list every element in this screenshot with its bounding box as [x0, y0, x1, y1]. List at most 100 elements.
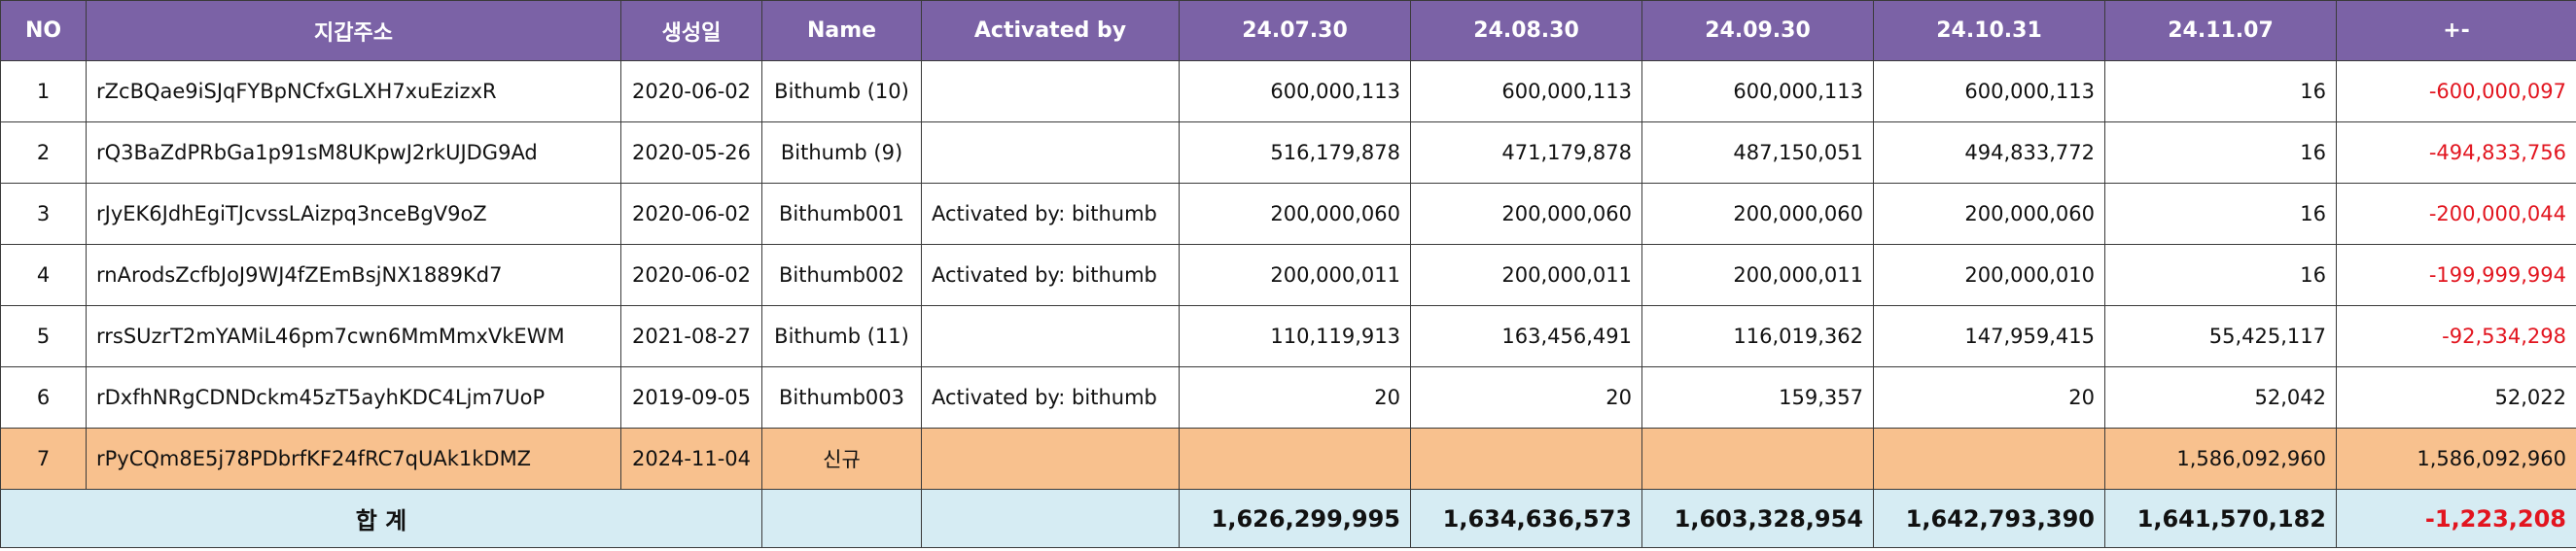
totals-row: 합 계 1,626,299,995 1,634,636,573 1,603,32… — [0, 489, 2576, 548]
total-1031: 1,642,793,390 — [1873, 489, 2105, 548]
cell-0930: 487,150,051 — [1641, 121, 1874, 184]
cell-created: 2020-06-02 — [620, 183, 762, 245]
col-header-no: NO — [0, 0, 87, 61]
cell-activated-by — [921, 305, 1180, 367]
table-row: 4 rnArodsZcfbJoJ9WJ4fZEmBsjNX1889Kd7 202… — [0, 244, 2576, 306]
cell-address: rDxfhNRgCDNDckm45zT5ayhKDC4Ljm7UoP — [86, 366, 621, 429]
col-header-created: 생성일 — [620, 0, 762, 61]
cell-1031: 600,000,113 — [1873, 60, 2105, 122]
cell-0830: 600,000,113 — [1410, 60, 1642, 122]
cell-1107: 16 — [2104, 244, 2337, 306]
cell-name: Bithumb003 — [761, 366, 922, 429]
table-row: 3 rJyEK6JdhEgiTJcvssLAizpq3nceBgV9oZ 202… — [0, 183, 2576, 245]
cell-1031 — [1873, 428, 2105, 490]
cell-0730: 200,000,011 — [1179, 244, 1411, 306]
cell-name: Bithumb (10) — [761, 60, 922, 122]
cell-0730: 20 — [1179, 366, 1411, 429]
cell-1031: 200,000,010 — [1873, 244, 2105, 306]
total-0930: 1,603,328,954 — [1641, 489, 1874, 548]
cell-address: rZcBQae9iSJqFYBpNCfxGLXH7xuEzizxR — [86, 60, 621, 122]
cell-activated-by — [921, 60, 1180, 122]
cell-address: rPyCQm8E5j78PDbrfKF24fRC7qUAk1kDMZ — [86, 428, 621, 490]
cell-name: Bithumb (11) — [761, 305, 922, 367]
cell-no: 7 — [0, 428, 87, 490]
cell-created: 2020-06-02 — [620, 244, 762, 306]
cell-diff: -200,000,044 — [2336, 183, 2576, 245]
cell-diff: -600,000,097 — [2336, 60, 2576, 122]
cell-0730 — [1179, 428, 1411, 490]
cell-1107: 55,425,117 — [2104, 305, 2337, 367]
cell-no: 5 — [0, 305, 87, 367]
cell-activated-by — [921, 428, 1180, 490]
cell-diff: -92,534,298 — [2336, 305, 2576, 367]
totals-empty-activated — [921, 489, 1180, 548]
totals-empty-name — [761, 489, 922, 548]
cell-no: 1 — [0, 60, 87, 122]
cell-address: rnArodsZcfbJoJ9WJ4fZEmBsjNX1889Kd7 — [86, 244, 621, 306]
col-header-0730: 24.07.30 — [1179, 0, 1411, 61]
cell-0830: 200,000,011 — [1410, 244, 1642, 306]
cell-0930: 200,000,060 — [1641, 183, 1874, 245]
cell-activated-by: Activated by: bithumb — [921, 244, 1180, 306]
cell-0930: 116,019,362 — [1641, 305, 1874, 367]
col-header-diff: +- — [2336, 0, 2576, 61]
cell-0730: 110,119,913 — [1179, 305, 1411, 367]
cell-1107: 1,586,092,960 — [2104, 428, 2337, 490]
cell-0930: 159,357 — [1641, 366, 1874, 429]
cell-1107: 16 — [2104, 60, 2337, 122]
cell-1107: 52,042 — [2104, 366, 2337, 429]
cell-0830 — [1410, 428, 1642, 490]
cell-created: 2020-06-02 — [620, 60, 762, 122]
col-header-activated-by: Activated by — [921, 0, 1180, 61]
cell-0830: 163,456,491 — [1410, 305, 1642, 367]
table-row-new: 7 rPyCQm8E5j78PDbrfKF24fRC7qUAk1kDMZ 202… — [0, 428, 2576, 490]
col-header-0930: 24.09.30 — [1641, 0, 1874, 61]
cell-no: 6 — [0, 366, 87, 429]
cell-name: Bithumb001 — [761, 183, 922, 245]
table-row: 1 rZcBQae9iSJqFYBpNCfxGLXH7xuEzizxR 2020… — [0, 60, 2576, 122]
cell-diff: -199,999,994 — [2336, 244, 2576, 306]
cell-0930: 600,000,113 — [1641, 60, 1874, 122]
col-header-address: 지갑주소 — [86, 0, 621, 61]
cell-name: 신규 — [761, 428, 922, 490]
cell-name: Bithumb (9) — [761, 121, 922, 184]
cell-address: rQ3BaZdPRbGa1p91sM8UKpwJ2rkUJDG9Ad — [86, 121, 621, 184]
cell-1031: 147,959,415 — [1873, 305, 2105, 367]
col-header-0830: 24.08.30 — [1410, 0, 1642, 61]
table-row: 6 rDxfhNRgCDNDckm45zT5ayhKDC4Ljm7UoP 201… — [0, 366, 2576, 429]
cell-0830: 200,000,060 — [1410, 183, 1642, 245]
cell-1107: 16 — [2104, 183, 2337, 245]
totals-label: 합 계 — [0, 489, 762, 548]
cell-0730: 200,000,060 — [1179, 183, 1411, 245]
cell-0830: 471,179,878 — [1410, 121, 1642, 184]
cell-no: 2 — [0, 121, 87, 184]
col-header-name: Name — [761, 0, 922, 61]
cell-created: 2021-08-27 — [620, 305, 762, 367]
total-0730: 1,626,299,995 — [1179, 489, 1411, 548]
cell-address: rJyEK6JdhEgiTJcvssLAizpq3nceBgV9oZ — [86, 183, 621, 245]
cell-name: Bithumb002 — [761, 244, 922, 306]
total-diff: -1,223,208 — [2336, 489, 2576, 548]
cell-diff: 1,586,092,960 — [2336, 428, 2576, 490]
total-1107: 1,641,570,182 — [2104, 489, 2337, 548]
cell-created: 2019-09-05 — [620, 366, 762, 429]
cell-1031: 494,833,772 — [1873, 121, 2105, 184]
col-header-1031: 24.10.31 — [1873, 0, 2105, 61]
cell-0830: 20 — [1410, 366, 1642, 429]
col-header-1107: 24.11.07 — [2104, 0, 2337, 61]
cell-0730: 516,179,878 — [1179, 121, 1411, 184]
cell-diff: 52,022 — [2336, 366, 2576, 429]
cell-0730: 600,000,113 — [1179, 60, 1411, 122]
cell-1031: 200,000,060 — [1873, 183, 2105, 245]
cell-diff: -494,833,756 — [2336, 121, 2576, 184]
total-0830: 1,634,636,573 — [1410, 489, 1642, 548]
cell-activated-by: Activated by: bithumb — [921, 183, 1180, 245]
table-row: 5 rrsSUzrT2mYAMiL46pm7cwn6MmMmxVkEWM 202… — [0, 305, 2576, 367]
cell-activated-by: Activated by: bithumb — [921, 366, 1180, 429]
cell-0930 — [1641, 428, 1874, 490]
cell-no: 3 — [0, 183, 87, 245]
header-row: NO 지갑주소 생성일 Name Activated by 24.07.30 2… — [0, 0, 2576, 61]
table-row: 2 rQ3BaZdPRbGa1p91sM8UKpwJ2rkUJDG9Ad 202… — [0, 121, 2576, 184]
cell-activated-by — [921, 121, 1180, 184]
